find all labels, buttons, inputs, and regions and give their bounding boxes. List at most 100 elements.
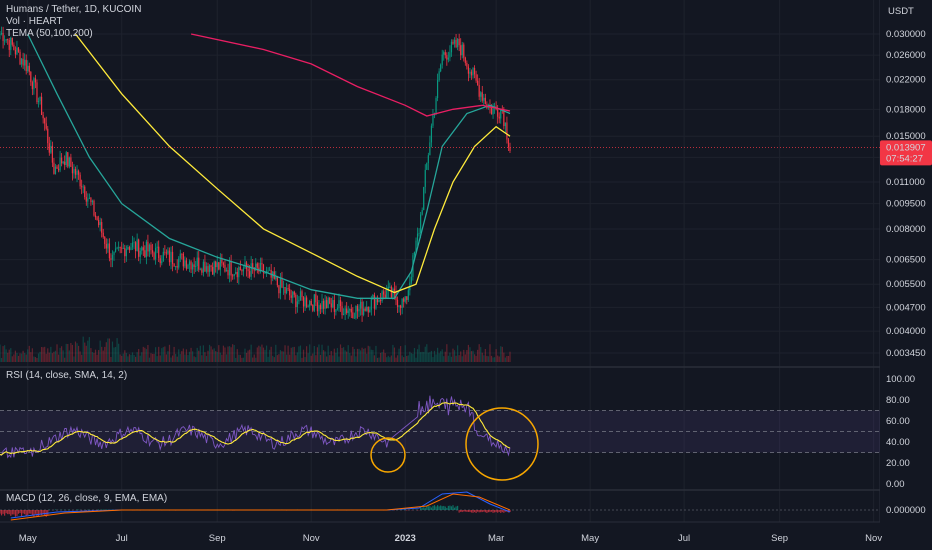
volume-bar	[167, 351, 169, 362]
volume-bar	[190, 347, 192, 362]
candle-body	[36, 82, 38, 103]
volume-bar	[181, 351, 183, 362]
volume-bar	[139, 355, 141, 362]
macd-histogram-bar	[423, 507, 425, 510]
volume-bar	[416, 349, 419, 362]
volume-bar	[506, 355, 508, 362]
tema-legend[interactable]: TEMA (50,100,200)	[6, 28, 93, 39]
candle-body	[284, 287, 286, 294]
volume-bar	[463, 349, 465, 362]
candle-body	[383, 291, 385, 295]
candle-body	[265, 270, 268, 273]
price-tick-label: 0.008000	[886, 224, 926, 235]
candle-body	[84, 186, 86, 198]
volume-bar	[509, 351, 511, 362]
macd-histogram-bar	[424, 507, 426, 510]
price-axis-bg	[880, 0, 932, 550]
candle-body	[144, 250, 146, 258]
volume-bar	[444, 351, 446, 362]
rsi-tick-label: 80.00	[886, 395, 910, 406]
macd-histogram-bar	[0, 510, 1, 514]
time-tick-label: Sep	[771, 533, 788, 544]
volume-bar	[85, 345, 87, 362]
candle-body	[11, 37, 13, 45]
volume-bar	[125, 353, 127, 362]
price-tick-label: 0.006500	[886, 255, 926, 266]
volume-bar	[329, 355, 331, 362]
candle-body	[504, 122, 506, 127]
volume-bar	[279, 350, 282, 362]
macd-histogram-bar	[453, 507, 456, 510]
candle-body	[372, 294, 374, 299]
rsi-legend-text[interactable]: RSI (14, close, SMA, 14, 2)	[6, 370, 128, 381]
volume-bar	[285, 354, 288, 362]
tema-50-line	[27, 33, 511, 299]
candle-body	[396, 299, 399, 307]
volume-bar	[182, 348, 184, 362]
candle-body	[70, 157, 72, 167]
volume-bar	[155, 347, 157, 362]
volume-bar	[335, 352, 337, 362]
candle-body	[249, 271, 251, 277]
volume-bar	[341, 347, 343, 362]
price-tick-label: 0.005500	[886, 279, 926, 290]
macd-histogram-bar	[470, 510, 473, 513]
macd-histogram-bar	[461, 510, 463, 513]
price-tick-label: 0.011000	[886, 177, 925, 188]
candle-body	[338, 300, 340, 309]
volume-bar	[492, 357, 494, 362]
candle-body	[293, 291, 295, 295]
volume-bar	[255, 357, 257, 362]
candle-body	[114, 248, 117, 252]
candle-body	[62, 161, 64, 164]
volume-bar	[104, 346, 106, 362]
candle-body	[429, 142, 431, 156]
macd-histogram-bar	[25, 510, 27, 517]
macd-histogram-bar	[98, 509, 100, 510]
macd-legend-text[interactable]: MACD (12, 26, close, 9, EMA, EMA)	[6, 493, 168, 504]
volume-legend[interactable]: Vol · HEART	[6, 16, 63, 27]
candle-body	[267, 270, 269, 272]
volume-bar	[490, 355, 493, 362]
macd-histogram-bar	[420, 507, 422, 510]
candle-body	[99, 222, 101, 226]
candle-body	[316, 302, 319, 312]
candle-body	[179, 253, 181, 259]
candle-body	[0, 32, 3, 35]
candle-body	[506, 122, 508, 140]
price-badge	[880, 140, 932, 166]
candle-body	[344, 308, 346, 314]
candle-body	[472, 67, 474, 76]
candle-body	[302, 297, 305, 307]
candle-body	[198, 257, 200, 270]
volume-bar	[219, 352, 221, 362]
candle-body	[130, 247, 132, 251]
candle-body	[307, 306, 309, 308]
volume-bar	[168, 344, 171, 362]
candle-body	[407, 290, 409, 300]
volume-bar	[241, 357, 243, 362]
volume-bar	[127, 356, 129, 362]
rsi-tick-label: 40.00	[886, 437, 910, 448]
candle-body	[369, 309, 371, 313]
candle-body	[167, 250, 169, 254]
volume-bar	[501, 346, 503, 362]
symbol-legend[interactable]: Humans / Tether, 1D, KUCOIN	[6, 4, 142, 15]
volume-bar	[22, 350, 24, 362]
candle-body	[98, 220, 100, 226]
candle-body	[376, 298, 379, 303]
volume-bar	[159, 355, 161, 362]
candle-body	[330, 303, 332, 308]
volume-bar	[392, 344, 394, 362]
candle-body	[353, 317, 355, 319]
candle-body	[204, 261, 206, 272]
candle-body	[161, 261, 163, 264]
volume-bar	[346, 351, 348, 362]
volume-bar	[449, 352, 451, 362]
volume-bar	[480, 347, 482, 362]
candle-body	[299, 291, 302, 301]
volume-bar	[406, 355, 408, 362]
candle-body	[124, 248, 126, 257]
candle-body	[0, 34, 1, 35]
